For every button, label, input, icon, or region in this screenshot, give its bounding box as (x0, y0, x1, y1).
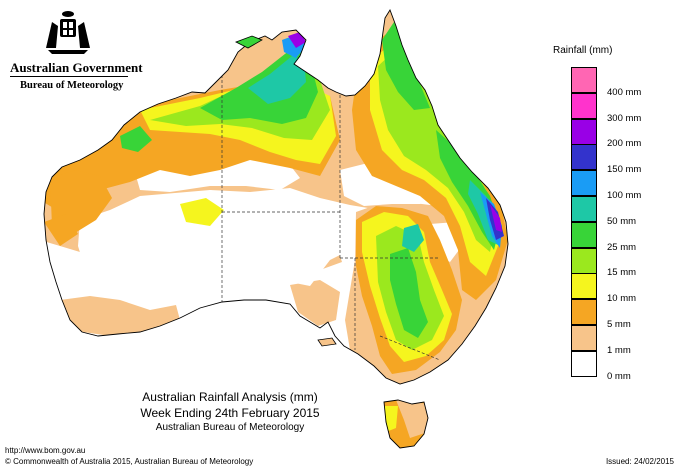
state-borders (221, 60, 441, 361)
legend-swatch (571, 299, 597, 326)
legend-label: 25 mm (607, 241, 637, 253)
legend-swatch (571, 325, 597, 351)
legend-label: 0 mm (607, 370, 631, 382)
melville-island (235, 35, 263, 49)
legend-label: 1 mm (607, 344, 631, 356)
legend-swatch (571, 196, 597, 222)
zone-50mm-central-qld (402, 224, 424, 252)
issued-date: Issued: 24/02/2015 (605, 457, 674, 466)
legend-label: 5 mm (607, 319, 631, 330)
zone-25mm-west-coast (120, 126, 152, 152)
zone-25mm-cape-york (382, 22, 430, 110)
nsw-vic-border (379, 335, 441, 361)
zone-5mm-pilbara-small (44, 214, 78, 246)
legend-swatch (571, 67, 597, 93)
tasmania-outline (383, 399, 429, 449)
map-period: Week Ending 24th February 2015 (140, 406, 320, 420)
zone-10mm-patch-west (180, 198, 224, 226)
zone-1mm-south (60, 296, 180, 336)
legend-label: 150 mm (607, 164, 642, 176)
kangaroo-island (317, 337, 337, 347)
legend-label: 400 mm (607, 86, 642, 98)
legend-swatch (571, 144, 597, 171)
legend-label: 50 mm (607, 215, 637, 227)
map-source: Australian Bureau of Meteorology (155, 422, 305, 433)
legend-swatch (571, 350, 597, 377)
bureau-title: Bureau of Meteorology (20, 80, 124, 91)
legend-swatch (571, 273, 597, 300)
legend-swatch (571, 92, 597, 119)
tas-1mm (396, 400, 428, 438)
zone-200mm-coast (490, 204, 502, 232)
legend-swatch (571, 221, 597, 248)
coat-of-arms-icon (46, 11, 90, 54)
legend-label: 100 mm (607, 190, 642, 201)
legend-title: Rainfall (mm) (553, 45, 613, 56)
government-title: Australian Government (10, 60, 143, 75)
legend-swatch (571, 247, 597, 274)
tas-10mm (384, 406, 398, 432)
map-title: Australian Rainfall Analysis (mm) (142, 390, 318, 404)
legend-label: 200 mm (607, 138, 642, 150)
header-divider (10, 76, 128, 77)
legend-label: 300 mm (607, 112, 642, 124)
legend-swatch (571, 118, 597, 145)
copyright-text: © Commonwealth of Australia 2015, Austra… (5, 457, 254, 466)
zone-dry-interior-west (78, 190, 352, 300)
zone-1mm-bight (290, 280, 340, 326)
legend-label: 15 mm (607, 267, 637, 279)
zone-25mm-nsw (390, 248, 428, 338)
legend-swatch (571, 170, 597, 197)
website-link[interactable]: http://www.bom.gov.au (5, 446, 86, 455)
legend-label: 10 mm (607, 293, 637, 305)
zone-50mm-top-end (248, 56, 306, 104)
